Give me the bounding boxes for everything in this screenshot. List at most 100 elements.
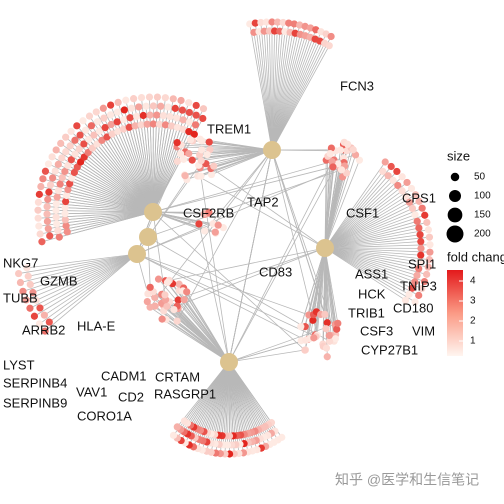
gene-label: TUBB <box>3 290 38 305</box>
edge <box>271 22 284 151</box>
gene-node <box>180 417 188 425</box>
gene-node <box>192 101 200 110</box>
gene-node <box>41 327 49 335</box>
gene-node <box>30 312 39 320</box>
size-legend-dot <box>447 207 463 223</box>
gene-node <box>413 217 421 225</box>
gene-node <box>81 126 90 134</box>
edge <box>210 361 230 434</box>
edge <box>324 153 331 249</box>
gene-node <box>161 291 169 299</box>
gene-node <box>203 150 211 159</box>
gene-node <box>35 190 43 198</box>
gene-node <box>323 353 331 361</box>
edge <box>228 149 273 363</box>
gene-node <box>426 248 434 256</box>
category-node <box>316 239 334 257</box>
gene-node <box>326 149 334 158</box>
edge <box>147 169 342 238</box>
edge <box>67 211 154 233</box>
gene-node <box>214 221 222 229</box>
gene-node <box>199 114 207 123</box>
gene-node <box>143 120 151 128</box>
gene-node <box>417 251 425 259</box>
gene-node <box>99 104 107 112</box>
edge <box>271 24 301 151</box>
edge <box>152 127 178 213</box>
edge <box>228 361 256 432</box>
gene-node <box>405 198 414 206</box>
gene-node <box>246 20 254 28</box>
edge <box>324 188 412 249</box>
edge <box>93 134 154 213</box>
gene-node <box>296 21 304 29</box>
gene-node <box>146 283 154 291</box>
gene-node <box>251 19 259 27</box>
gene-node <box>40 311 48 319</box>
gene-node <box>131 122 139 130</box>
edge <box>324 247 410 295</box>
gene-node <box>210 162 218 170</box>
edge <box>205 149 273 165</box>
edge <box>271 32 291 151</box>
edge <box>166 305 230 363</box>
gene-node <box>181 172 189 180</box>
gene-node <box>321 310 329 318</box>
gene-node <box>67 156 75 164</box>
edge <box>57 211 154 231</box>
gene-node <box>35 222 43 230</box>
edge <box>111 133 154 213</box>
edge <box>79 148 154 213</box>
edge <box>203 361 230 432</box>
edge <box>324 236 430 249</box>
gene-node <box>113 108 121 116</box>
gene-node <box>411 211 419 219</box>
gene-node <box>171 104 179 112</box>
gene-node <box>180 296 188 304</box>
gene-node <box>325 42 333 50</box>
edge <box>225 361 230 436</box>
gene-node <box>337 166 346 174</box>
edge <box>134 125 154 213</box>
edge <box>305 247 326 341</box>
gene-label: CSF3 <box>360 323 393 338</box>
edge <box>136 223 214 255</box>
edge <box>176 149 273 322</box>
edge <box>69 183 154 213</box>
gene-node <box>23 264 31 272</box>
edge <box>324 247 421 263</box>
gene-node <box>415 291 423 299</box>
gene-node <box>58 174 66 182</box>
gene-node <box>169 431 178 439</box>
gene-node <box>403 178 411 187</box>
edge <box>167 282 230 363</box>
gene-node <box>90 131 98 139</box>
edge <box>87 152 154 213</box>
gene-label: FCN3 <box>340 78 374 93</box>
gene-node <box>75 145 83 153</box>
edge <box>324 227 419 249</box>
gene-node <box>85 135 93 143</box>
gene-node <box>387 162 395 171</box>
color-legend-label: 4 <box>470 276 476 287</box>
edge <box>62 177 154 213</box>
gene-node <box>417 244 425 252</box>
edge <box>228 361 249 434</box>
edge <box>99 130 154 213</box>
edge <box>57 196 154 213</box>
gene-label: SERPINB9 <box>3 395 67 410</box>
gene-node <box>415 197 423 205</box>
gene-node <box>98 136 106 144</box>
gene-node <box>39 175 47 183</box>
edge <box>34 253 138 317</box>
edge <box>324 161 386 249</box>
edge <box>324 171 398 249</box>
edge <box>324 166 334 249</box>
gene-node <box>325 331 333 340</box>
edge <box>324 247 415 283</box>
gene-node <box>15 269 23 278</box>
edge <box>49 253 138 323</box>
edge <box>324 166 392 249</box>
edge <box>152 154 356 213</box>
edge <box>324 208 413 249</box>
